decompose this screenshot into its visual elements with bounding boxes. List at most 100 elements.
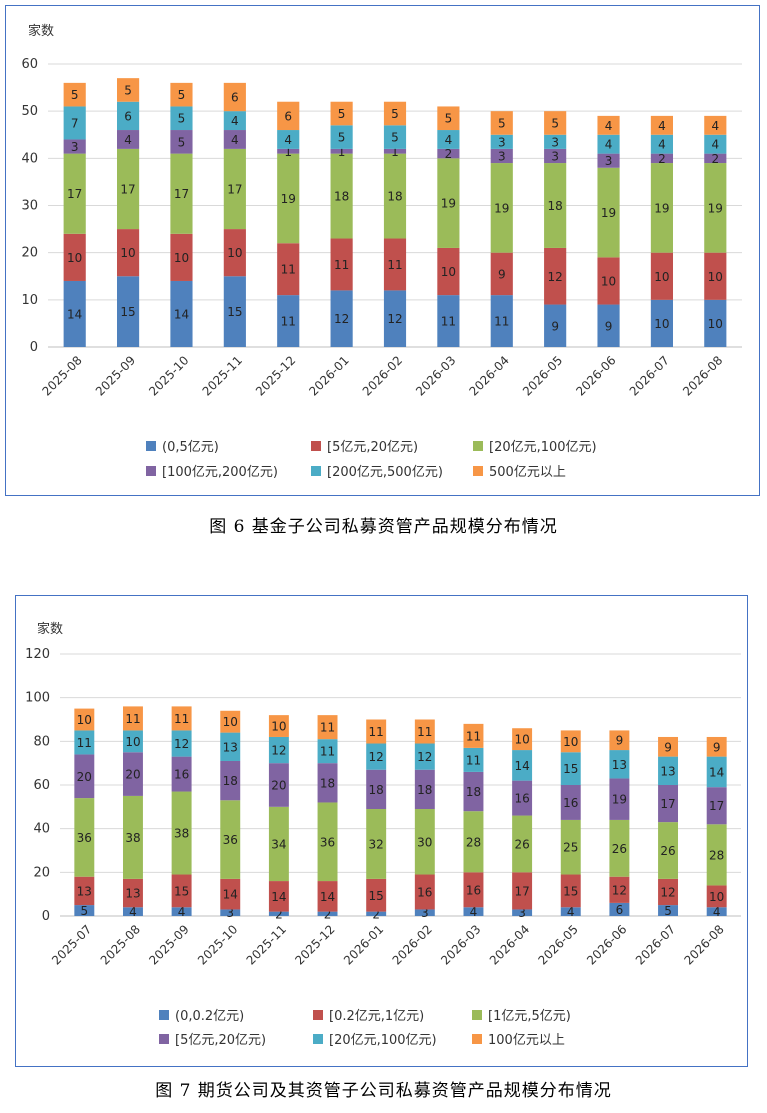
data-label: 3 (226, 906, 234, 920)
y-tick-label: 80 (33, 734, 50, 749)
data-label: 16 (174, 768, 189, 782)
bar-segment (223, 148, 246, 230)
legend-swatch (311, 441, 321, 451)
y-tick-label: 100 (25, 691, 50, 706)
data-label: 14 (320, 890, 335, 904)
bar-segment (277, 130, 300, 149)
bar-segment (609, 778, 630, 820)
bar-segment (116, 101, 140, 131)
data-label: 36 (77, 831, 92, 845)
data-label: 17 (709, 799, 724, 813)
bar-segment (704, 299, 727, 347)
data-label: 10 (271, 720, 286, 734)
bar-segment (171, 730, 192, 757)
bar-segment (544, 134, 567, 149)
data-label: 11 (417, 725, 432, 739)
bar-segment (366, 769, 387, 810)
bar-segment (704, 115, 727, 135)
bar-segment (366, 719, 387, 744)
data-label: 16 (514, 792, 529, 806)
data-label: 11 (281, 315, 296, 329)
x-tick-label: 2025-12 (253, 353, 298, 398)
data-label: 11 (320, 721, 335, 735)
data-label: 19 (601, 206, 616, 220)
data-label: 10 (709, 890, 724, 904)
data-label: 26 (612, 842, 627, 856)
data-label: 20 (77, 770, 92, 784)
data-label: 3 (498, 135, 506, 149)
legend-swatch (311, 466, 321, 476)
data-label: 28 (466, 835, 481, 849)
data-label: 10 (77, 713, 92, 727)
bar-segment (650, 134, 674, 154)
bar-segment (330, 290, 353, 347)
data-label: 10 (708, 317, 723, 331)
bar-segment (706, 736, 727, 757)
data-label: 2 (711, 152, 719, 166)
bar-segment (171, 874, 192, 908)
bar-segment (317, 802, 338, 882)
bar-segment (512, 909, 533, 916)
data-label: 3 (71, 140, 79, 154)
data-label: 18 (320, 776, 335, 790)
data-label: 4 (445, 133, 453, 147)
bar-segment (63, 139, 86, 154)
legend-swatch (159, 1034, 169, 1044)
x-tick-label: 2026-02 (390, 922, 435, 967)
bar-segment (74, 876, 95, 906)
bar-segment (63, 82, 86, 107)
bar-segment (414, 909, 435, 916)
bar-segment (268, 715, 289, 737)
bar-segment (414, 874, 435, 910)
bar-segment (658, 822, 679, 879)
chart-fig6-svg: 家数01020304050601410173752025-08151017465… (21, 23, 742, 480)
data-label: 10 (125, 735, 140, 749)
data-label: 1 (338, 145, 346, 159)
legend-swatch (473, 466, 483, 476)
data-label: 25 (563, 841, 578, 855)
legend-label: (0,0.2亿元) (175, 1009, 244, 1024)
bar-segment (268, 911, 289, 916)
data-label: 15 (120, 305, 135, 319)
data-label: 17 (67, 187, 82, 201)
bar-segment (383, 153, 407, 239)
y-unit-label: 家数 (28, 23, 54, 39)
data-label: 10 (441, 265, 456, 279)
data-label: 11 (369, 725, 384, 739)
x-tick-label: 2025-08 (39, 353, 84, 398)
bar-segment (383, 238, 407, 291)
data-label: 15 (563, 884, 578, 898)
data-label: 5 (551, 116, 559, 130)
bar-segment (544, 304, 567, 347)
data-label: 11 (77, 736, 92, 750)
data-label: 1 (391, 145, 399, 159)
bar-segment (268, 881, 289, 912)
bar-segment (650, 299, 674, 347)
data-label: 11 (466, 753, 481, 767)
data-label: 11 (174, 712, 189, 726)
data-label: 5 (445, 112, 453, 126)
data-label: 13 (125, 887, 140, 901)
bar-segment (463, 771, 484, 812)
data-label: 6 (231, 91, 239, 105)
bar-segment (63, 233, 86, 281)
data-label: 4 (605, 138, 613, 152)
data-label: 5 (391, 107, 399, 121)
bar-segment (414, 743, 435, 770)
data-label: 17 (120, 182, 135, 196)
legend-swatch (159, 1010, 169, 1020)
bar-segment (414, 719, 435, 744)
data-label: 11 (466, 729, 481, 743)
data-label: 3 (421, 906, 429, 920)
data-label: 10 (563, 735, 578, 749)
bar-segment (650, 252, 674, 300)
bar-segment (658, 756, 679, 785)
bar-segment (658, 878, 679, 906)
data-label: 13 (77, 884, 92, 898)
bar-segment (597, 167, 620, 258)
bar-segment (704, 134, 727, 154)
bar-segment (490, 163, 513, 253)
figure-caption-7: 图 7 期货公司及其资管子公司私募资管产品规模分布情况 (155, 1081, 612, 1101)
bar-segment (383, 290, 407, 347)
x-tick-label: 2026-01 (341, 922, 386, 967)
